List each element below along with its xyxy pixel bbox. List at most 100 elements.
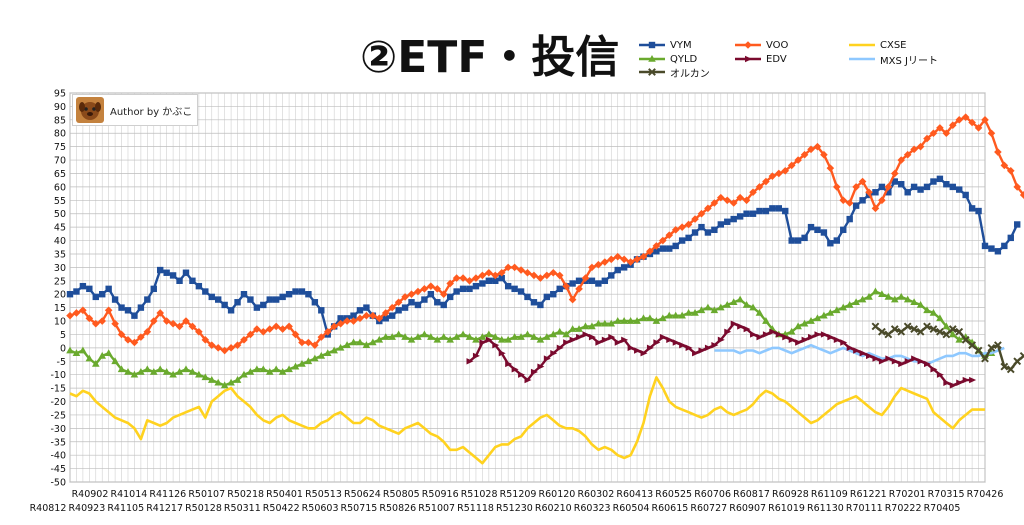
data-point-vym — [949, 183, 956, 191]
data-point-voo — [594, 260, 603, 269]
data-point-vym — [272, 296, 280, 303]
data-point-edv — [621, 336, 629, 344]
data-point-edv — [646, 344, 654, 352]
data-point-vym — [608, 272, 615, 279]
data-point-vym — [852, 202, 860, 209]
data-point-orukan — [974, 346, 983, 355]
data-point-voo — [1019, 191, 1024, 199]
data-point-qyld — [175, 368, 184, 375]
data-point-voo — [375, 314, 384, 323]
legend-item-orukan: オルカン — [638, 65, 710, 80]
x-tick-label-bottom: R50715 — [341, 503, 378, 514]
x-tick-label-bottom: R40923 — [68, 503, 105, 514]
x-tick-label-top: R51028 — [461, 489, 498, 500]
data-point-vym — [550, 291, 557, 298]
data-point-voo — [1006, 167, 1015, 175]
x-tick-label-bottom: R70222 — [885, 503, 922, 514]
data-point-vym — [846, 215, 853, 223]
data-point-voo — [633, 255, 641, 264]
data-point-qyld — [936, 314, 944, 322]
data-point-voo — [820, 150, 828, 159]
data-point-edv — [588, 333, 596, 341]
data-point-voo — [278, 325, 287, 333]
data-point-voo — [710, 199, 719, 207]
x-tick-label-bottom: R50826 — [379, 503, 416, 514]
data-point-vym — [653, 248, 660, 255]
dog-avatar-icon — [76, 97, 104, 123]
series-qyld — [66, 287, 996, 389]
data-point-vym — [401, 304, 409, 311]
data-point-qyld — [749, 303, 757, 311]
data-point-orukan — [897, 327, 906, 336]
data-point-voo — [188, 322, 197, 331]
data-point-vym — [962, 191, 969, 199]
data-point-vym — [975, 207, 982, 215]
data-point-qyld — [659, 314, 667, 322]
data-point-voo — [890, 169, 899, 178]
data-point-qyld — [91, 359, 100, 367]
data-point-voo — [265, 325, 274, 333]
horizontal-gridlines: 95908580757065605550454035302520151050-5… — [50, 89, 985, 489]
y-tick-label: 0 — [60, 343, 66, 354]
data-point-voo — [981, 116, 989, 124]
data-point-edv — [724, 328, 732, 335]
data-point-vym — [1014, 221, 1021, 228]
data-point-voo — [878, 196, 886, 205]
data-point-voo — [317, 333, 326, 341]
x-tick-label-top: R61221 — [850, 489, 887, 500]
data-point-vym — [762, 207, 770, 215]
legend-marker — [745, 55, 752, 63]
data-point-qyld — [704, 303, 712, 311]
data-point-voo — [182, 317, 190, 325]
y-tick-label: 90 — [54, 102, 66, 113]
data-point-orukan — [935, 327, 944, 336]
data-point-voo — [691, 215, 699, 223]
data-point-qyld — [523, 330, 532, 338]
data-point-qyld — [369, 338, 377, 346]
data-point-qyld — [259, 365, 268, 373]
data-point-voo — [575, 285, 583, 293]
data-point-vym — [86, 285, 93, 293]
x-tick-label-top: R70201 — [889, 489, 926, 500]
data-point-voo — [800, 150, 809, 159]
y-tick-label: 55 — [54, 196, 66, 207]
data-point-edv — [704, 344, 712, 352]
data-point-edv — [518, 371, 526, 378]
x-tick-label-bottom: R61130 — [807, 503, 844, 514]
data-point-voo — [665, 231, 674, 239]
data-point-voo — [652, 242, 661, 250]
data-point-vym — [305, 291, 312, 298]
legend-item-edv: EDV — [734, 52, 787, 66]
data-point-qyld — [356, 338, 364, 346]
data-point-voo — [543, 271, 551, 280]
data-point-vym — [472, 282, 480, 290]
data-point-vym — [1001, 242, 1008, 250]
y-tick-label: 75 — [54, 142, 66, 153]
x-tick-label-bottom: R51007 — [418, 503, 455, 514]
data-point-voo — [465, 276, 474, 285]
data-point-vym — [775, 205, 783, 212]
x-tick-labels: R40902 R41014 R41126 R50107 R50218 R50401 R505… — [30, 489, 1004, 514]
data-point-edv — [737, 323, 745, 330]
data-point-qyld — [439, 333, 448, 340]
data-point-voo — [794, 156, 802, 164]
data-point-orukan — [923, 322, 931, 331]
data-point-vym — [157, 266, 164, 274]
data-point-voo — [581, 274, 590, 282]
data-point-qyld — [588, 322, 596, 330]
data-point-edv — [769, 328, 777, 335]
data-point-voo — [85, 314, 94, 323]
data-point-voo — [775, 169, 783, 178]
data-point-voo — [356, 314, 364, 323]
x-tick-label-top: R50624 — [344, 489, 381, 500]
data-point-qyld — [214, 378, 223, 386]
x-tick-label-bottom: R70405 — [924, 503, 961, 514]
y-tick-label: 65 — [54, 169, 66, 180]
data-point-edv — [608, 333, 616, 341]
data-point-qyld — [72, 349, 81, 357]
data-point-qyld — [485, 330, 493, 338]
y-tick-label: 15 — [54, 303, 66, 314]
y-tick-label: 85 — [54, 115, 66, 126]
data-point-vym — [176, 277, 183, 284]
